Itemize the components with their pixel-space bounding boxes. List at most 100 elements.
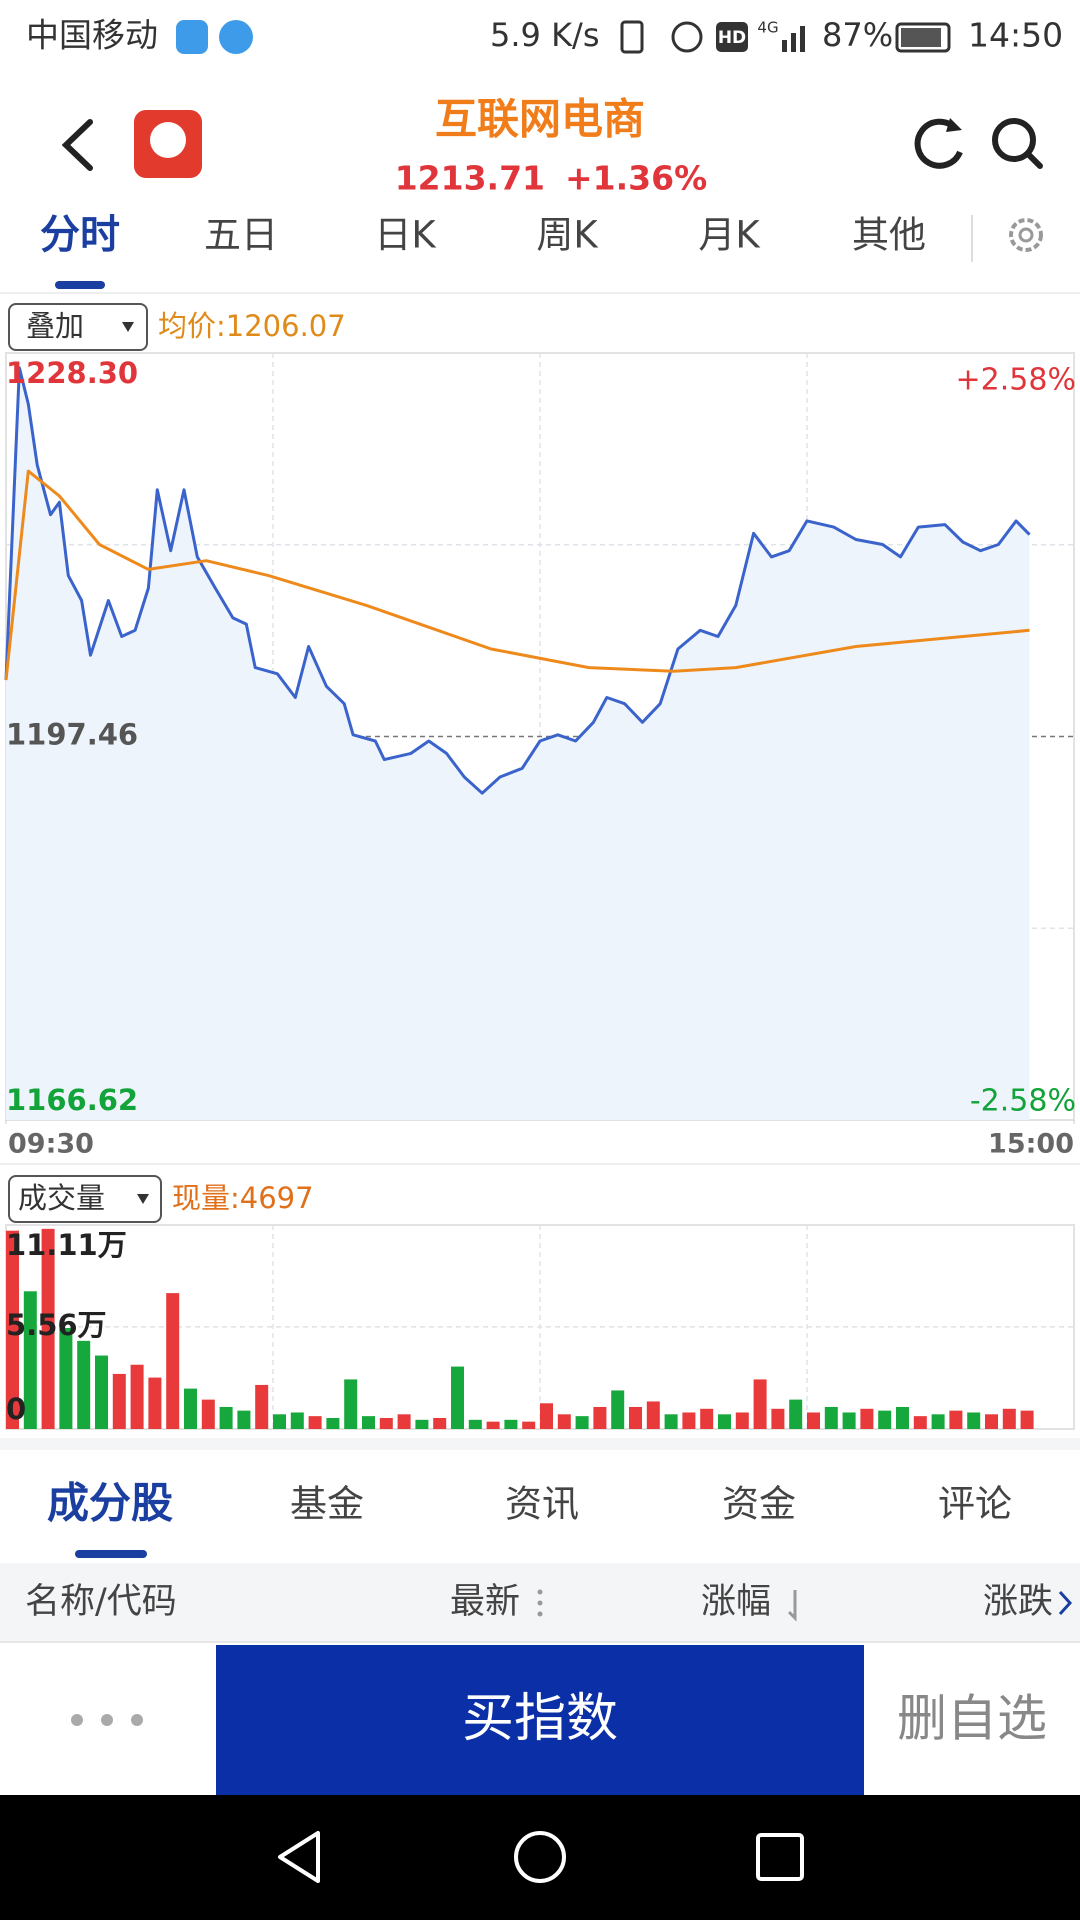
more-dot[interactable] <box>131 1714 143 1726</box>
y-tick-label: 1197.46 <box>6 718 138 752</box>
sort-icon <box>537 1600 543 1606</box>
volume-bar <box>41 1228 55 1429</box>
dropdown-arrow <box>137 1194 149 1204</box>
content-tab[interactable]: 资金 <box>722 1483 796 1526</box>
volume-bar <box>59 1328 73 1429</box>
volume-bar <box>735 1412 749 1429</box>
index-title: 互联网电商 <box>435 95 645 144</box>
nav-home[interactable] <box>514 1831 566 1883</box>
period-tab[interactable]: 月K <box>698 214 761 257</box>
current-volume: 现量:4697 <box>172 1181 314 1215</box>
volume-bar <box>789 1399 803 1429</box>
separator <box>0 1641 1080 1643</box>
volume-bar <box>985 1414 998 1429</box>
column-header: 涨跌 <box>983 1582 1053 1622</box>
y-tick-label: 0 <box>6 1392 26 1426</box>
back-button[interactable] <box>61 119 93 171</box>
overlay-select[interactable] <box>8 303 148 351</box>
nav-recent[interactable] <box>756 1833 804 1881</box>
more-dot[interactable] <box>71 1714 83 1726</box>
nav-bar <box>0 1795 1080 1920</box>
pay-icon <box>219 20 253 54</box>
index-change: +1.36% <box>565 159 707 198</box>
volume-bar <box>326 1417 340 1429</box>
volume-bar <box>290 1412 304 1429</box>
more-dot[interactable] <box>101 1714 113 1726</box>
volume-bar <box>824 1406 838 1429</box>
volume-bar <box>237 1410 251 1429</box>
settings-button[interactable] <box>1009 218 1043 252</box>
content-tabs: 成分股 基金 资讯 资金 评论 <box>47 1479 1012 1528</box>
volume-bar <box>913 1416 927 1429</box>
content-tab[interactable]: 基金 <box>290 1483 364 1526</box>
signal-icon <box>782 40 787 52</box>
volume-bar <box>486 1421 500 1429</box>
tab-indicator <box>75 1550 147 1558</box>
signal-icon <box>791 33 796 52</box>
volume-select[interactable] <box>8 1175 162 1223</box>
y-tick-label: 1166.62 <box>6 1083 138 1117</box>
period-tab[interactable]: 其他 <box>852 214 926 257</box>
volume-bar <box>1002 1408 1016 1429</box>
network-label: 4G <box>757 19 778 37</box>
tab-indicator <box>55 281 105 289</box>
signal-icon <box>800 26 805 52</box>
volume-bar <box>1020 1410 1034 1429</box>
sort-icon <box>537 1589 543 1595</box>
avg-price-line <box>4 469 1030 681</box>
volume-bar <box>629 1406 642 1429</box>
volume-bar <box>664 1414 678 1429</box>
battery-level: 87% <box>822 16 893 54</box>
separator <box>0 292 1080 294</box>
volume-bar <box>379 1417 393 1429</box>
nav-back[interactable] <box>278 1831 320 1883</box>
avg-price: 均价:1206.07 <box>158 309 346 343</box>
hd-label: HD <box>718 28 746 48</box>
volume-bar <box>95 1355 108 1429</box>
volume-bar <box>362 1416 375 1429</box>
content-tab[interactable]: 成分股 <box>47 1479 173 1528</box>
battery-fill <box>901 28 941 47</box>
period-tab[interactable]: 五日 <box>204 214 278 257</box>
separator <box>0 1438 1080 1450</box>
volume-bar <box>112 1373 126 1429</box>
x-tick-label: 15:00 <box>988 1129 1074 1160</box>
volume-bar <box>344 1379 358 1429</box>
volume-bar <box>184 1388 197 1429</box>
volume-bar <box>807 1412 820 1429</box>
volume-bar <box>931 1414 945 1429</box>
volume-bar <box>397 1414 411 1429</box>
volume-bar <box>255 1384 269 1429</box>
scroll-right-icon[interactable] <box>1058 1590 1073 1616</box>
settings-icon <box>1018 227 1034 243</box>
y2-tick-label: +2.58% <box>956 363 1076 398</box>
column-header: 最新 <box>450 1582 520 1622</box>
volume-bar <box>130 1364 144 1429</box>
search-button[interactable] <box>992 118 1036 162</box>
period-tab[interactable]: 分时 <box>40 212 120 258</box>
volume-bar <box>23 1291 37 1429</box>
sort-icon <box>537 1611 543 1617</box>
period-tab[interactable]: 日K <box>374 214 437 257</box>
volume-bar <box>611 1390 625 1429</box>
refresh-button[interactable] <box>914 118 963 169</box>
content-tab[interactable]: 资讯 <box>505 1483 579 1526</box>
hd-icon <box>716 22 748 52</box>
table-header: 名称/代码 最新 涨幅 涨跌 <box>25 1582 1053 1622</box>
content-tab[interactable]: 评论 <box>938 1483 1012 1526</box>
volume-bar <box>593 1406 607 1429</box>
period-tab[interactable]: 周K <box>536 214 599 257</box>
volume-bar <box>700 1408 714 1429</box>
volume-bar <box>718 1414 731 1429</box>
volume-bar <box>201 1399 215 1429</box>
column-header: 名称/代码 <box>25 1582 177 1622</box>
volume-bar <box>522 1421 536 1429</box>
remove-watchlist[interactable]: 删自选 <box>897 1690 1047 1748</box>
buy-button[interactable] <box>216 1645 864 1795</box>
volume-bar <box>771 1408 785 1429</box>
volume-bar <box>860 1408 874 1429</box>
volume-bar <box>753 1379 767 1429</box>
y-tick-label: 5.56万 <box>6 1308 107 1342</box>
